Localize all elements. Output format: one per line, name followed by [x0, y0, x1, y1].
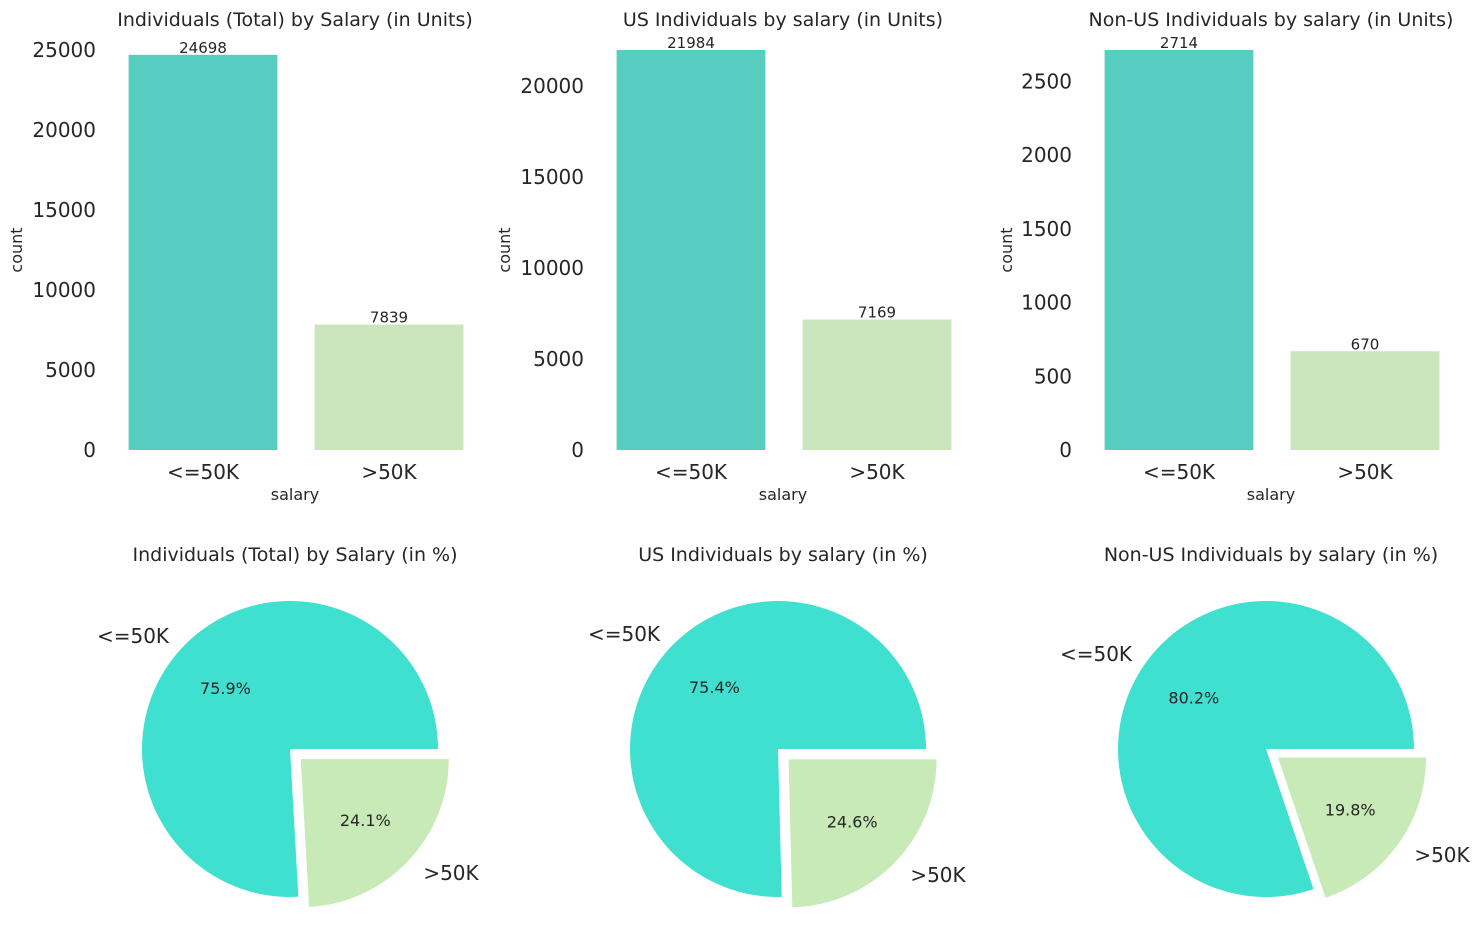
- y-tick-label: 2000: [1021, 143, 1072, 167]
- pct-label: 75.4%: [689, 678, 740, 697]
- bar-50K: [128, 54, 278, 450]
- chart-title: Non-US Individuals by salary (in Units): [1089, 9, 1454, 31]
- y-tick-label: 2500: [1021, 70, 1072, 94]
- y-tick-label: 15000: [520, 165, 584, 189]
- data-label: 2714: [1160, 34, 1198, 52]
- y-tick-label: 10000: [520, 256, 584, 280]
- chart-title: US Individuals by salary (in %): [638, 544, 928, 566]
- y-axis-label: count: [7, 227, 26, 272]
- y-tick-label: 0: [83, 438, 96, 462]
- x-tick-label: >50K: [1337, 460, 1393, 484]
- pct-label: 19.8%: [1325, 800, 1376, 819]
- slice-label: >50K: [1414, 843, 1470, 867]
- y-tick-label: 25000: [32, 38, 96, 62]
- pie-slice-50K: [300, 759, 449, 907]
- y-tick-label: 500: [1034, 364, 1072, 388]
- pie-chart-3: Non-US Individuals by salary (in %) 80.2%…: [1060, 544, 1471, 898]
- data-label: 7169: [858, 304, 896, 322]
- pct-label: 75.9%: [200, 679, 251, 698]
- chart-title: Individuals (Total) by Salary (in %): [132, 544, 457, 566]
- pie-slice-50K: [788, 759, 937, 908]
- data-label: 24698: [179, 39, 227, 57]
- y-tick-label: 10000: [32, 278, 96, 302]
- pct-label: 80.2%: [1168, 688, 1219, 707]
- y-tick-label: 0: [571, 438, 584, 462]
- pie-slice-50K: [1118, 600, 1414, 897]
- y-tick-label: 20000: [32, 118, 96, 142]
- data-label: 21984: [667, 34, 715, 52]
- bar-50K: [1290, 351, 1440, 450]
- bar-chart-2: US Individuals by salary (in Units) 0 5000…: [495, 9, 952, 504]
- chart-title: Non-US Individuals by salary (in %): [1104, 544, 1438, 566]
- slice-label: <=50K: [97, 624, 170, 648]
- slice-label: >50K: [423, 861, 479, 885]
- y-tick-label: 15000: [32, 198, 96, 222]
- x-tick-label: <=50K: [655, 460, 728, 484]
- slice-label: <=50K: [588, 622, 661, 646]
- data-label: 7839: [370, 309, 408, 327]
- y-tick-label: 5000: [45, 358, 96, 382]
- y-axis-label: count: [997, 227, 1016, 272]
- y-tick-label: 1500: [1021, 217, 1072, 241]
- data-label: 670: [1351, 335, 1380, 353]
- slice-label: <=50K: [1060, 642, 1133, 666]
- slice-label: >50K: [910, 863, 966, 887]
- pct-label: 24.6%: [827, 812, 878, 831]
- y-tick-label: 1000: [1021, 291, 1072, 315]
- bar-50K: [616, 50, 766, 450]
- x-tick-label: <=50K: [167, 460, 240, 484]
- chart-title: US Individuals by salary (in Units): [623, 9, 943, 31]
- x-tick-label: >50K: [361, 460, 417, 484]
- pie-chart-1: Individuals (Total) by Salary (in %) 75.9…: [97, 544, 480, 907]
- x-axis-label: salary: [1247, 485, 1295, 504]
- x-tick-label: <=50K: [1143, 460, 1216, 484]
- y-tick-label: 20000: [520, 74, 584, 98]
- pie-chart-2: US Individuals by salary (in %) 75.4% 24.6…: [588, 544, 967, 908]
- chart-title: Individuals (Total) by Salary (in Units): [117, 9, 473, 31]
- x-axis-label: salary: [271, 485, 319, 504]
- bar-50K: [1104, 50, 1254, 450]
- bar-50K: [802, 319, 952, 450]
- pie-slice-50K: [630, 601, 926, 897]
- x-tick-label: >50K: [849, 460, 905, 484]
- pie-slice-50K: [142, 601, 439, 897]
- bar-chart-3: Non-US Individuals by salary (in Units) 0…: [997, 9, 1453, 504]
- bar-chart-1: Individuals (Total) by Salary (in Units)…: [7, 9, 473, 504]
- bar-50K: [314, 324, 464, 450]
- pie-slice-50K: [1278, 757, 1427, 898]
- x-axis-label: salary: [759, 485, 807, 504]
- pct-label: 24.1%: [340, 811, 391, 830]
- y-tick-label: 0: [1059, 438, 1072, 462]
- y-tick-label: 5000: [533, 347, 584, 371]
- y-axis-label: count: [495, 227, 514, 272]
